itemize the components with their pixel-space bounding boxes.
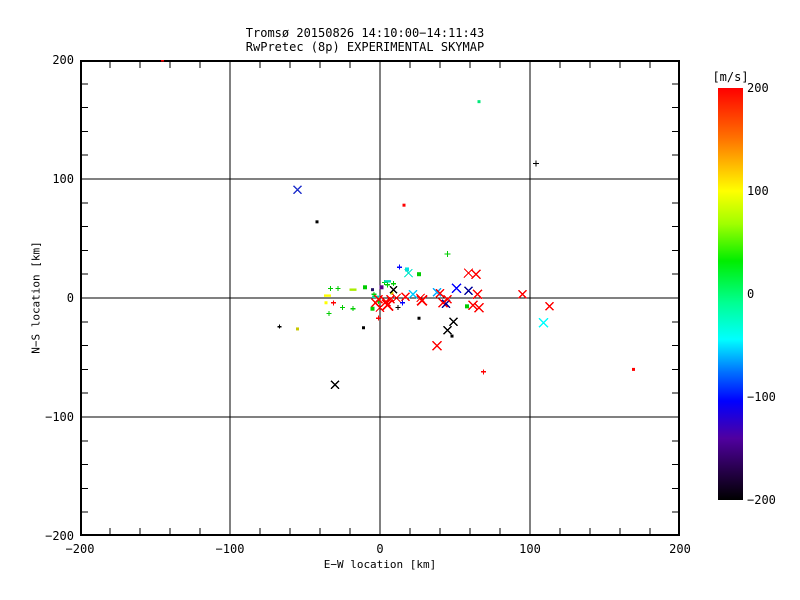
data-point-dot: [370, 306, 375, 311]
data-point-dot: [324, 301, 328, 305]
colorbar-tick-label: 100: [747, 184, 769, 198]
data-point-cross: [330, 380, 340, 390]
data-point-dot: [315, 220, 319, 224]
data-point-cross: [472, 289, 483, 300]
chart-title: Tromsø 20150826 14:10:00−14:11:43: [245, 26, 485, 40]
data-point-dot: [417, 316, 421, 320]
data-point-cross: [293, 185, 302, 195]
data-point-cross: [386, 294, 395, 304]
data-point-dot: [450, 334, 454, 338]
data-point-dot: [363, 285, 367, 290]
data-point-cross: [408, 289, 418, 299]
chart-title-block: Tromsø 20150826 14:10:00−14:11:43 RwPret…: [65, 26, 665, 54]
data-point-cross: [443, 294, 452, 304]
y-tick-label: 200: [52, 53, 74, 67]
data-point-cross: [538, 317, 549, 328]
data-point-cross: [471, 269, 481, 280]
data-point-dot: [390, 291, 394, 295]
data-point-dot: [362, 326, 365, 330]
plot-area: [80, 58, 680, 536]
chart-subtitle: RwPretec (8p) EXPERIMENTAL SKYMAP: [245, 40, 485, 54]
y-tick-label: 100: [52, 172, 74, 186]
colorbar-tick-label: 0: [747, 287, 755, 301]
data-point-dot: [417, 272, 421, 277]
colorbar-tick-label: −200: [747, 493, 776, 507]
data-point-dot: [371, 288, 374, 292]
plot-svg: [80, 58, 680, 536]
data-point-dash: [349, 288, 357, 291]
data-point-cross: [401, 292, 410, 302]
data-point-cross: [435, 288, 445, 298]
data-point-dot: [477, 100, 481, 104]
y-tick-label: −200: [45, 529, 74, 543]
data-point-dash: [324, 294, 331, 297]
plot-frame: [80, 60, 680, 536]
data-point-cross: [389, 285, 398, 294]
x-axis-label: E−W location [km]: [323, 558, 437, 571]
data-point-cross: [451, 283, 462, 294]
y-tick-label: 0: [66, 291, 74, 305]
colorbar-unit-label: [m/s]: [712, 70, 749, 84]
data-point-dot: [296, 327, 299, 331]
colorbar: [718, 88, 743, 500]
data-point-cross: [404, 268, 413, 278]
data-point-cross: [518, 289, 527, 299]
data-point-dash: [384, 280, 391, 283]
data-point-cross: [464, 286, 473, 296]
data-point-dot: [465, 304, 469, 309]
y-tick-label: −100: [45, 410, 74, 424]
data-point-cross: [468, 300, 478, 311]
x-tick-label: 200: [669, 542, 691, 556]
data-point-dot: [379, 285, 384, 290]
data-point-cross: [545, 301, 554, 311]
colorbar-tick-label: −100: [747, 390, 776, 404]
x-tick-label: −200: [65, 542, 95, 556]
data-point-dot: [632, 367, 635, 371]
data-point-cross: [432, 287, 442, 297]
data-point-cross: [416, 294, 428, 307]
data-point-cross: [392, 293, 401, 303]
data-point-cross: [381, 299, 394, 312]
x-tick-label: −100: [215, 542, 245, 556]
data-point-cross: [474, 302, 484, 313]
colorbar-tick-label: 200: [747, 81, 769, 95]
data-point-cross: [371, 298, 380, 308]
data-point-dot: [405, 267, 409, 272]
data-point-cross: [443, 325, 452, 335]
x-tick-label: 0: [376, 542, 384, 556]
data-point-cross: [432, 340, 442, 351]
data-point-dot: [402, 203, 406, 207]
x-tick-label: 100: [519, 542, 541, 556]
data-point-cross: [375, 303, 385, 313]
data-point-dot: [161, 58, 164, 62]
data-point-cross: [449, 317, 458, 327]
